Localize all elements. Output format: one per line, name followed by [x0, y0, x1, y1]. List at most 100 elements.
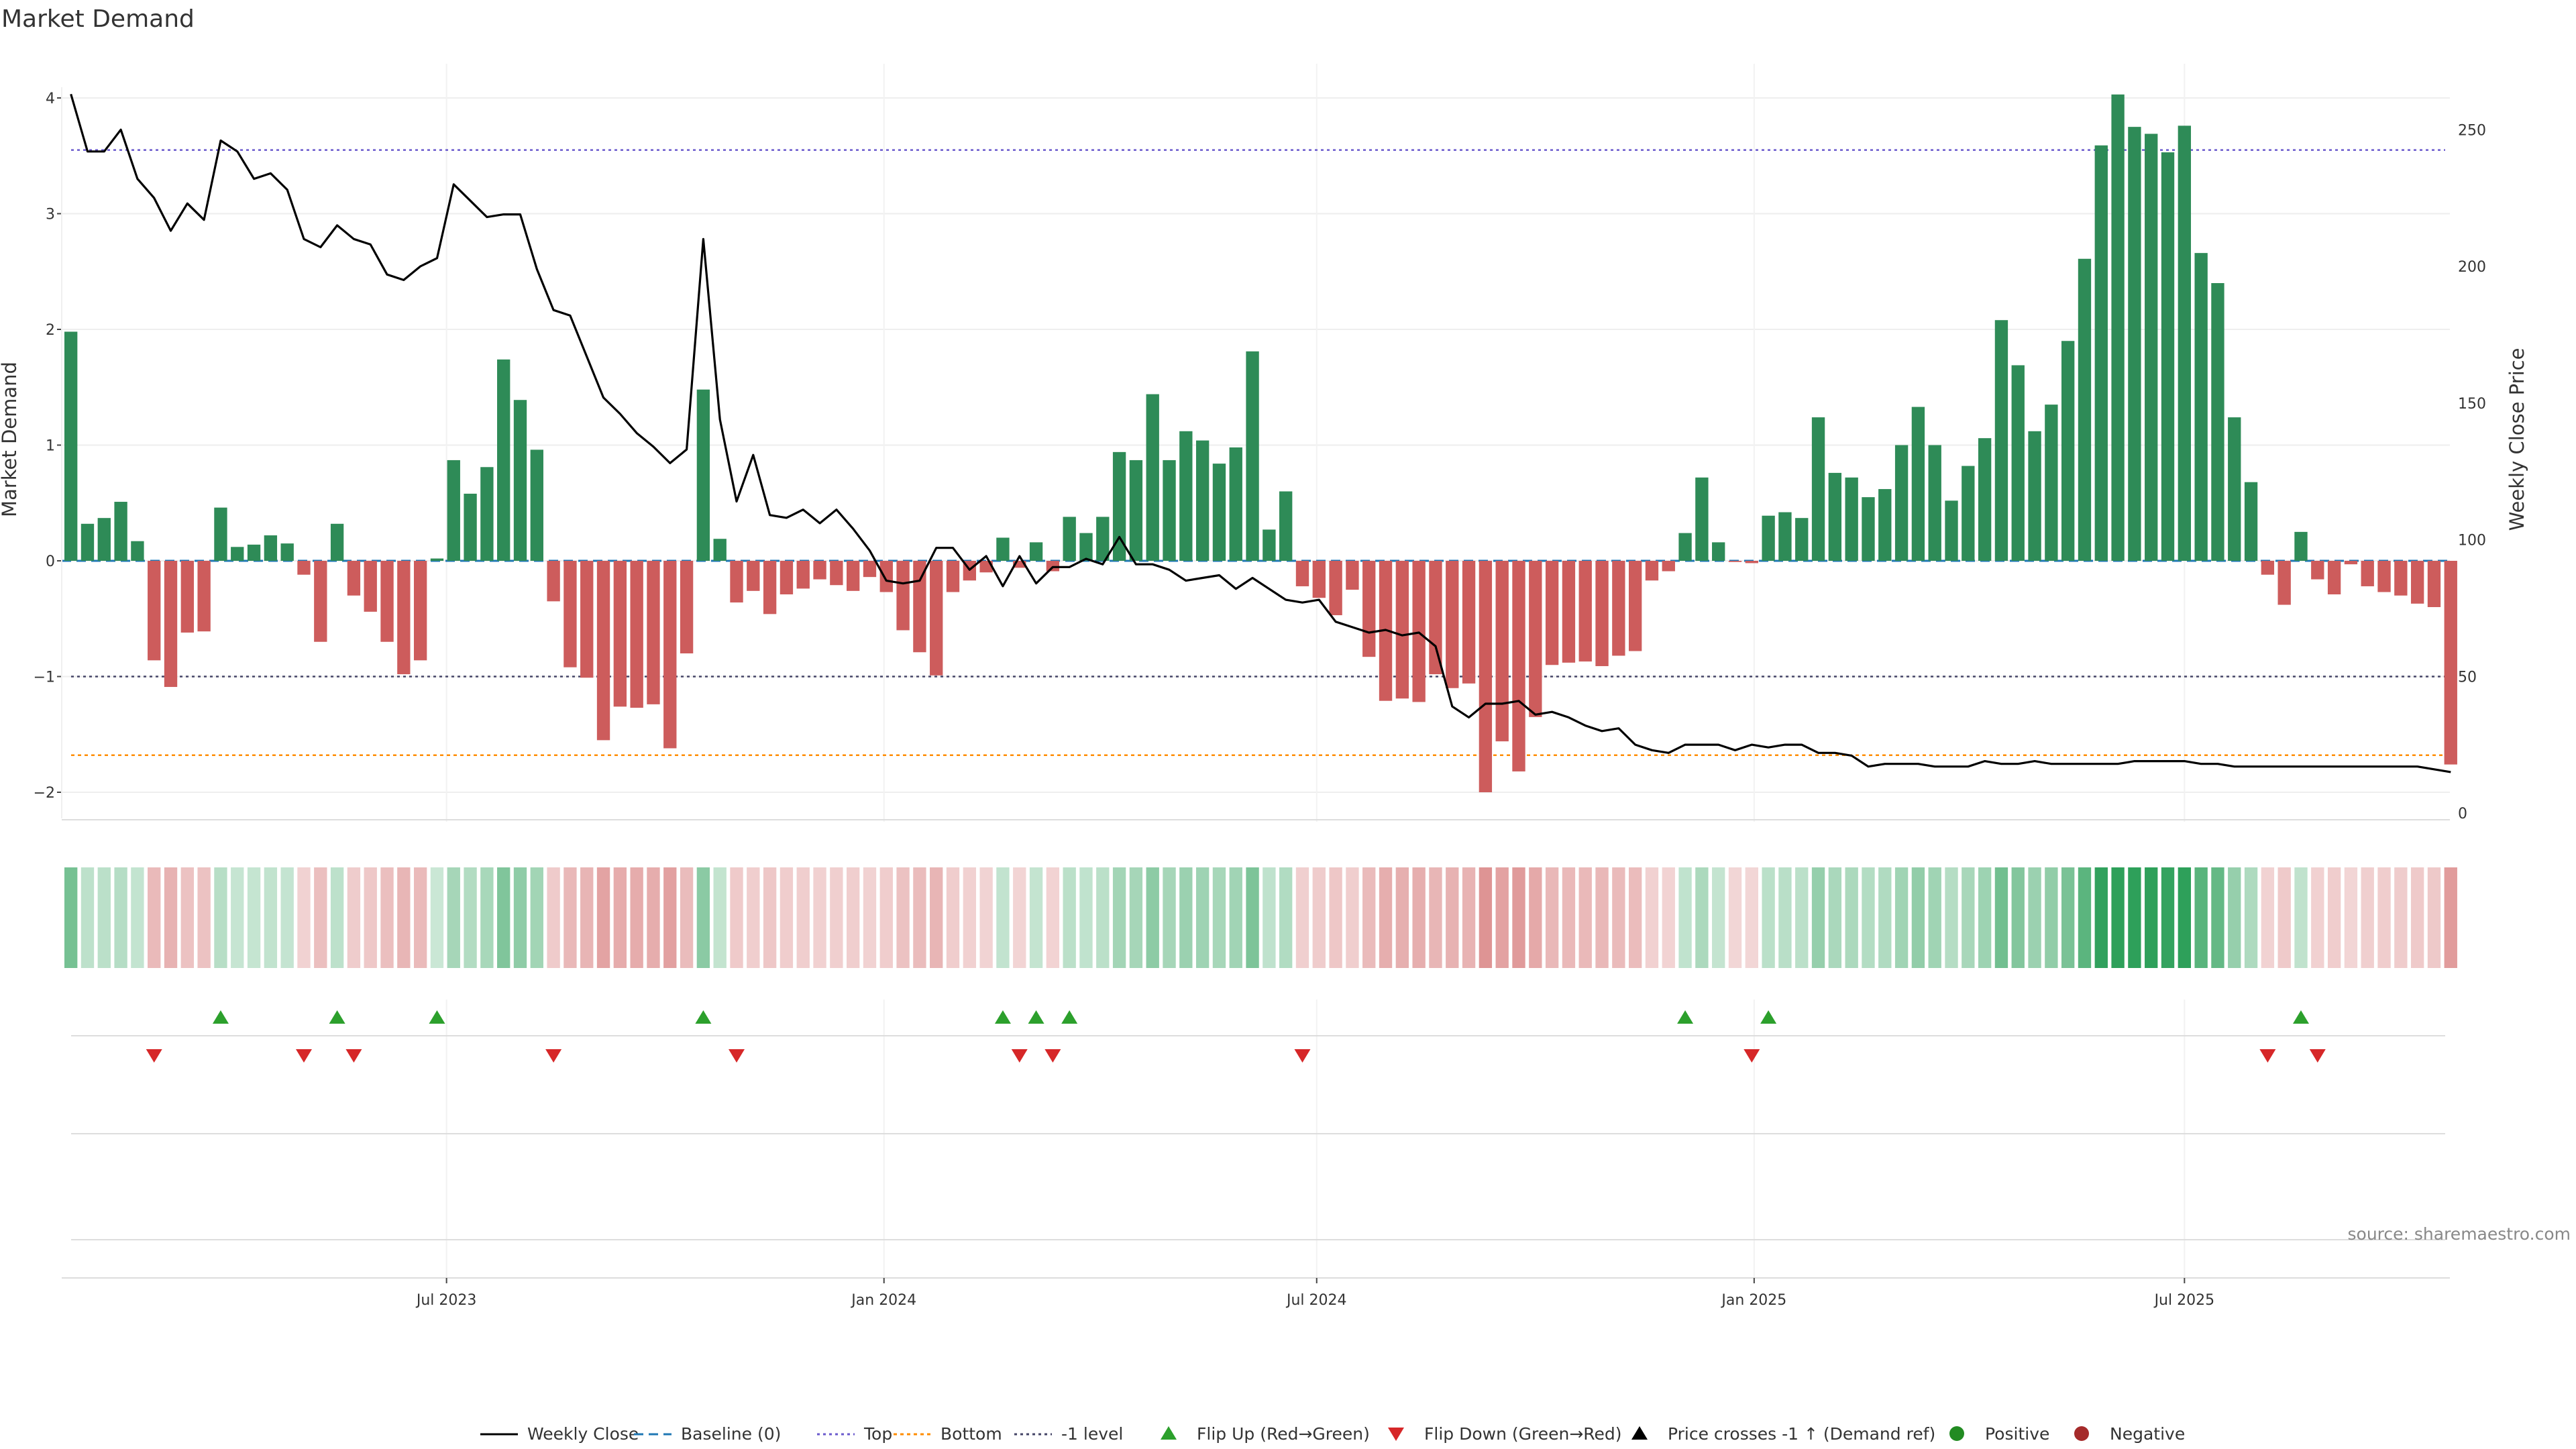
demand-bar	[1828, 472, 1842, 561]
heat-cell	[1928, 867, 1941, 968]
y-left-tick-label: 4	[46, 91, 55, 107]
axes: −2 −1 0 1 2 3 4 0 50 100 150 200 250	[34, 87, 2486, 822]
y-axis-left-title: Market Demand	[0, 362, 21, 517]
demand-bar	[1446, 561, 1459, 688]
heat-cell	[2361, 867, 2374, 968]
flip-down-marker	[146, 1049, 162, 1063]
heat-cell	[164, 867, 178, 968]
demand-bar	[2228, 417, 2241, 561]
demand-bar	[280, 543, 294, 561]
demand-bar	[513, 400, 527, 561]
legend-label: Top	[863, 1424, 892, 1444]
heat-cell	[1562, 867, 1576, 968]
flip-down-marker	[345, 1049, 362, 1063]
demand-bar	[2111, 94, 2125, 561]
demand-bar	[1712, 542, 1725, 561]
heat-cell	[663, 867, 677, 968]
demand-bar	[1013, 561, 1026, 568]
heat-cell	[2045, 867, 2058, 968]
demand-bar	[497, 359, 511, 561]
heat-cell	[1462, 867, 1476, 968]
heat-cell	[1046, 867, 1060, 968]
heat-cell	[2211, 867, 2224, 968]
heat-cell	[80, 867, 95, 968]
demand-bar	[131, 541, 144, 561]
legend-label: Flip Down (Green→Red)	[1424, 1424, 1622, 1444]
heat-cell	[1894, 867, 1909, 968]
heat-cell	[1545, 867, 1559, 968]
demand-bar	[1878, 489, 1892, 561]
heat-cell	[1479, 867, 1493, 968]
demand-bar	[2045, 405, 2058, 561]
demand-bar	[930, 561, 943, 676]
demand-bar	[480, 467, 494, 561]
flip-up-marker	[1760, 1010, 1777, 1024]
demand-bar	[297, 561, 311, 575]
demand-bar	[2344, 561, 2358, 565]
heat-cell	[1578, 867, 1592, 968]
demand-bar	[1662, 561, 1675, 572]
demand-bar	[2128, 127, 2141, 561]
demand-bar	[1346, 561, 1359, 590]
heat-cell	[2228, 867, 2241, 968]
heat-cell	[413, 867, 427, 968]
demand-bar	[2145, 133, 2158, 561]
heat-cell	[2327, 867, 2341, 968]
x-tick-label: Jul 2023	[415, 1292, 477, 1309]
heat-cell	[1329, 867, 1342, 968]
legend-item: Weekly Close	[480, 1424, 639, 1444]
demand-bar	[547, 561, 560, 602]
demand-bar	[2327, 561, 2341, 595]
flip-down-marker	[2309, 1049, 2326, 1063]
heat-cell	[1079, 867, 1093, 968]
demand-bar	[1978, 438, 1992, 561]
heat-cell	[564, 867, 577, 968]
y-right-tick-label: 150	[2458, 396, 2486, 413]
heat-cell	[148, 867, 161, 968]
legend-label: Flip Up (Red→Green)	[1197, 1424, 1370, 1444]
heat-cell	[1013, 867, 1026, 968]
heat-cell	[1395, 867, 1409, 968]
demand-bar	[647, 561, 660, 704]
heat-cell	[1911, 867, 1925, 968]
heat-cell	[513, 867, 527, 968]
legend-item: Top	[817, 1424, 892, 1444]
demand-bar	[1762, 515, 1775, 561]
demand-bar	[1645, 561, 1659, 581]
demand-bar	[1329, 561, 1342, 616]
demand-bar	[1928, 445, 1941, 561]
heat-cell	[2394, 867, 2408, 968]
heat-cell	[2145, 867, 2158, 968]
heat-cell	[1745, 867, 1758, 968]
heat-cell	[1595, 867, 1609, 968]
y-left-tick-label: −2	[34, 785, 55, 802]
demand-bar	[1612, 561, 1625, 656]
heat-cell	[1962, 867, 1975, 968]
heat-cell	[397, 867, 411, 968]
demand-bar	[1395, 561, 1409, 699]
demand-bar	[796, 561, 810, 589]
heat-cell	[2078, 867, 2092, 968]
x-tick-label: Jul 2024	[1285, 1292, 1347, 1309]
flip-up-marker	[994, 1010, 1011, 1024]
heat-cell	[1295, 867, 1309, 968]
demand-bar	[2377, 561, 2391, 592]
heat-cell	[1862, 867, 1875, 968]
demand-bar	[347, 561, 361, 596]
flip-down-marker	[2259, 1049, 2276, 1063]
heat-cell	[647, 867, 660, 968]
demand-bar	[380, 561, 394, 642]
heat-cell	[530, 867, 543, 968]
heat-cell	[430, 867, 444, 968]
heat-cell	[131, 867, 144, 968]
demand-bar	[1063, 517, 1076, 561]
demand-bar	[680, 561, 694, 653]
demand-bar	[846, 561, 860, 591]
heat-cell	[730, 867, 743, 968]
demand-bar	[2194, 253, 2208, 561]
demand-bar	[1362, 561, 1376, 657]
demand-bar	[214, 507, 227, 561]
demand-bar	[164, 561, 178, 688]
demand-bar	[1795, 518, 1809, 561]
